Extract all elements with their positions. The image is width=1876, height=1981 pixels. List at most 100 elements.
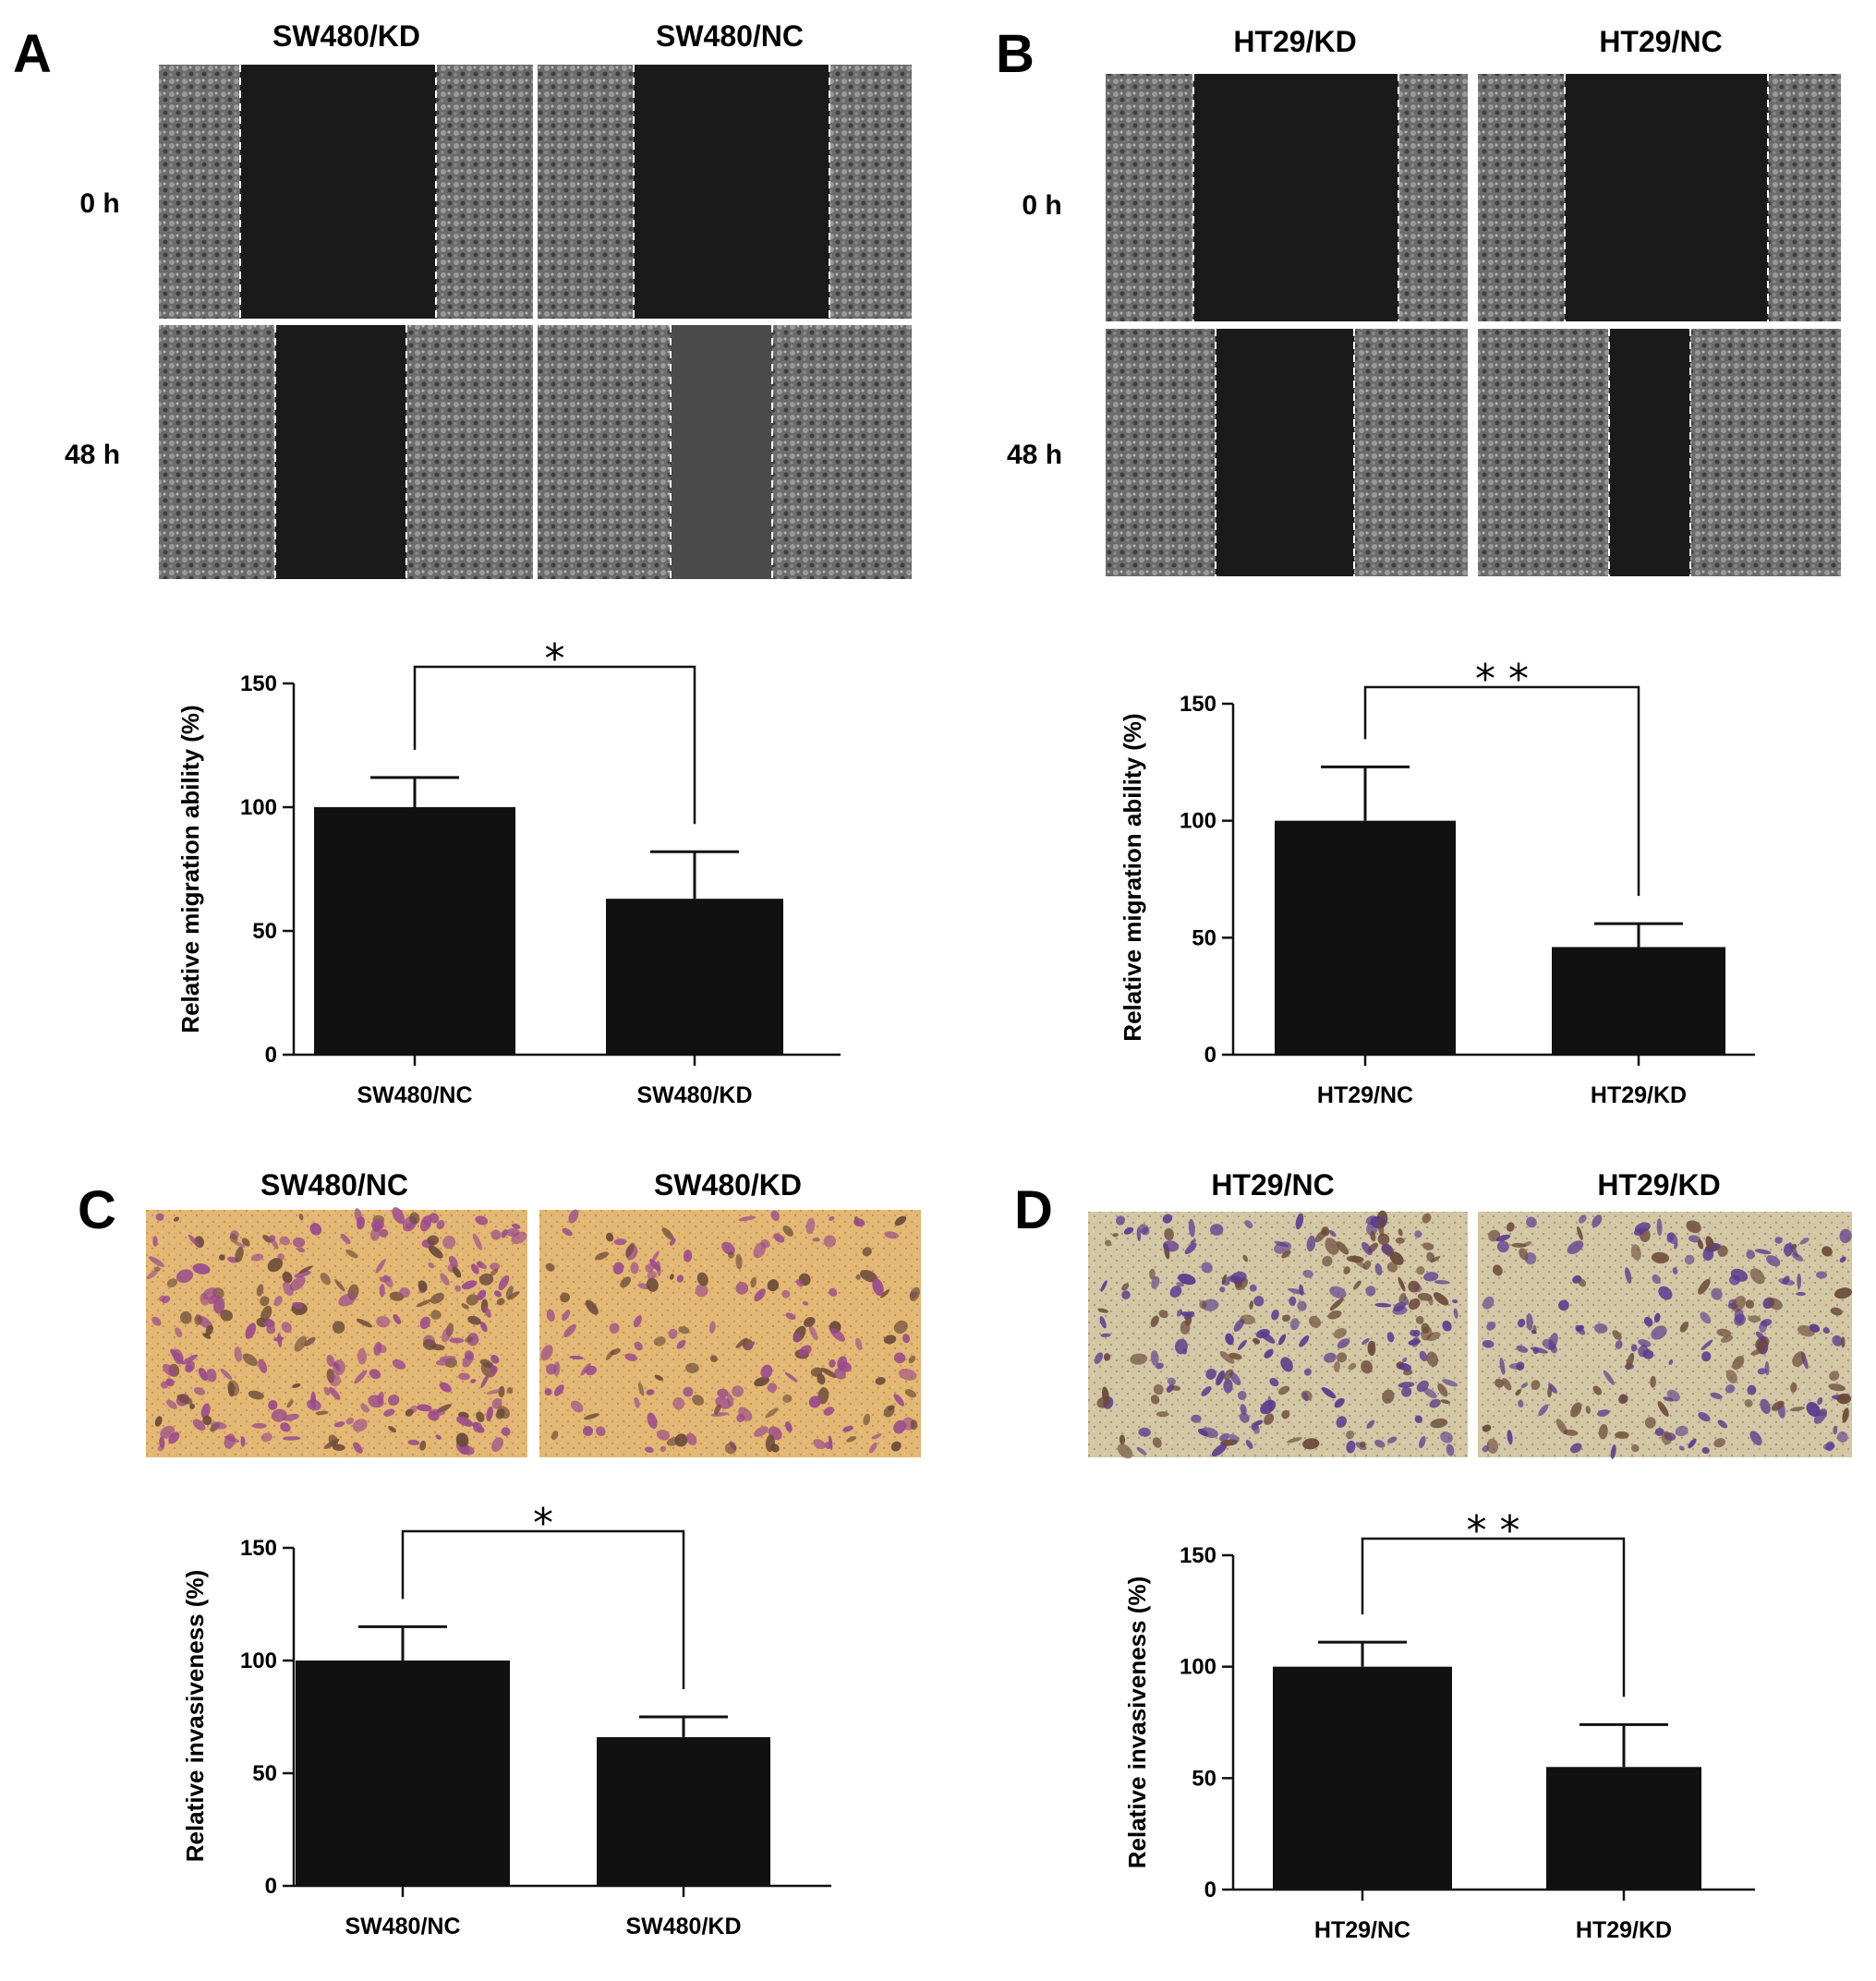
stained-cell bbox=[1453, 1308, 1458, 1319]
stained-cell bbox=[585, 1299, 599, 1315]
stained-cell bbox=[829, 1359, 836, 1368]
stained-cell bbox=[613, 1238, 627, 1246]
stained-cell bbox=[1633, 1228, 1645, 1236]
stained-cell bbox=[1121, 1290, 1131, 1299]
stained-cell bbox=[795, 1279, 804, 1287]
stained-cell bbox=[546, 1309, 555, 1323]
stained-cell bbox=[1253, 1296, 1265, 1307]
stained-cell bbox=[360, 1403, 369, 1413]
stained-cell bbox=[467, 1315, 481, 1325]
stained-cell bbox=[1446, 1443, 1455, 1456]
stained-cell bbox=[392, 1359, 406, 1370]
wound-image bbox=[538, 65, 912, 319]
stained-cell bbox=[540, 1345, 553, 1361]
stained-cell bbox=[200, 1293, 209, 1306]
stained-cell bbox=[1442, 1320, 1452, 1332]
significance-bracket bbox=[1361, 1537, 1626, 1697]
stained-cell bbox=[185, 1360, 195, 1373]
stained-cell bbox=[1321, 1387, 1337, 1399]
stained-cell bbox=[735, 1282, 749, 1295]
stained-cell bbox=[1277, 1385, 1290, 1395]
stained-cell bbox=[804, 1317, 816, 1327]
stained-cell bbox=[1792, 1351, 1806, 1367]
stained-cell bbox=[490, 1365, 498, 1374]
stained-cell bbox=[1348, 1362, 1357, 1371]
stained-cell bbox=[465, 1336, 474, 1343]
stained-cell bbox=[745, 1341, 756, 1351]
stained-cell bbox=[721, 1241, 735, 1255]
stained-cell bbox=[646, 1277, 659, 1292]
stained-cell bbox=[872, 1278, 884, 1297]
wound-image bbox=[159, 65, 533, 319]
stained-cell bbox=[1346, 1440, 1356, 1454]
stained-cell bbox=[676, 1274, 684, 1283]
stained-cell bbox=[1421, 1326, 1433, 1341]
stained-cell bbox=[1650, 1375, 1656, 1388]
stained-cell bbox=[155, 1213, 164, 1221]
stained-cell bbox=[198, 1367, 209, 1382]
stained-cell bbox=[430, 1292, 444, 1304]
stained-cell bbox=[1502, 1378, 1512, 1391]
stained-cell bbox=[1150, 1350, 1159, 1366]
bar bbox=[296, 1661, 510, 1886]
stained-cell bbox=[683, 1386, 694, 1397]
stained-cell bbox=[388, 1425, 397, 1433]
stained-cell bbox=[491, 1397, 502, 1409]
stained-cell bbox=[1716, 1328, 1732, 1337]
stained-cell bbox=[1302, 1438, 1320, 1450]
stained-cell bbox=[1178, 1274, 1196, 1286]
stained-cell bbox=[1199, 1299, 1207, 1310]
stained-cell bbox=[1337, 1338, 1350, 1349]
stained-cell bbox=[1615, 1340, 1623, 1349]
stained-cell bbox=[1417, 1292, 1433, 1301]
wound-image bbox=[1106, 74, 1468, 321]
y-tick-label: 0 bbox=[1204, 1043, 1216, 1068]
stained-cell bbox=[1225, 1333, 1234, 1346]
stained-cell bbox=[211, 1421, 227, 1430]
stained-cell bbox=[269, 1235, 276, 1242]
stained-cell bbox=[245, 1323, 257, 1339]
stained-cell bbox=[490, 1354, 500, 1364]
stained-cell bbox=[726, 1394, 734, 1407]
stained-cell bbox=[461, 1280, 478, 1290]
stained-cell bbox=[1094, 1352, 1104, 1364]
stained-cell bbox=[461, 1303, 469, 1310]
stained-cell bbox=[1240, 1404, 1247, 1415]
stained-cell bbox=[1663, 1396, 1675, 1402]
bar bbox=[1546, 1767, 1701, 1890]
stained-cell bbox=[1153, 1383, 1164, 1395]
stained-cell bbox=[633, 1315, 642, 1328]
stained-cell bbox=[1398, 1293, 1407, 1303]
stained-cell bbox=[1430, 1256, 1441, 1263]
wound-image bbox=[1478, 74, 1841, 321]
stained-cell bbox=[1592, 1214, 1603, 1227]
stained-cell bbox=[1558, 1299, 1569, 1311]
stained-cell bbox=[227, 1380, 240, 1396]
stained-cell bbox=[470, 1263, 479, 1274]
stained-cell bbox=[1119, 1434, 1126, 1445]
stained-cell bbox=[820, 1367, 838, 1378]
stained-cell bbox=[1321, 1226, 1330, 1237]
stained-cell bbox=[466, 1294, 479, 1306]
stained-cell bbox=[661, 1227, 674, 1240]
stained-cell bbox=[1123, 1226, 1134, 1235]
stained-cell bbox=[1486, 1438, 1499, 1454]
stained-cell bbox=[750, 1276, 757, 1288]
stained-cell bbox=[1538, 1404, 1549, 1417]
stained-cell bbox=[1100, 1333, 1111, 1337]
stained-cell bbox=[455, 1432, 469, 1447]
bar bbox=[1275, 820, 1456, 1055]
stained-cell bbox=[439, 1382, 452, 1393]
stained-cell bbox=[1688, 1438, 1697, 1449]
stained-cell bbox=[323, 1438, 340, 1449]
stained-cell bbox=[428, 1410, 440, 1421]
stained-cell bbox=[307, 1399, 321, 1411]
stained-cell bbox=[1829, 1371, 1840, 1382]
stained-cell bbox=[379, 1284, 385, 1298]
stained-cell bbox=[1176, 1282, 1184, 1287]
stained-cell bbox=[1834, 1287, 1853, 1299]
stained-cell bbox=[1830, 1307, 1843, 1316]
stained-cell bbox=[823, 1407, 835, 1416]
stained-cell bbox=[1661, 1431, 1673, 1445]
stained-cell bbox=[637, 1382, 645, 1396]
